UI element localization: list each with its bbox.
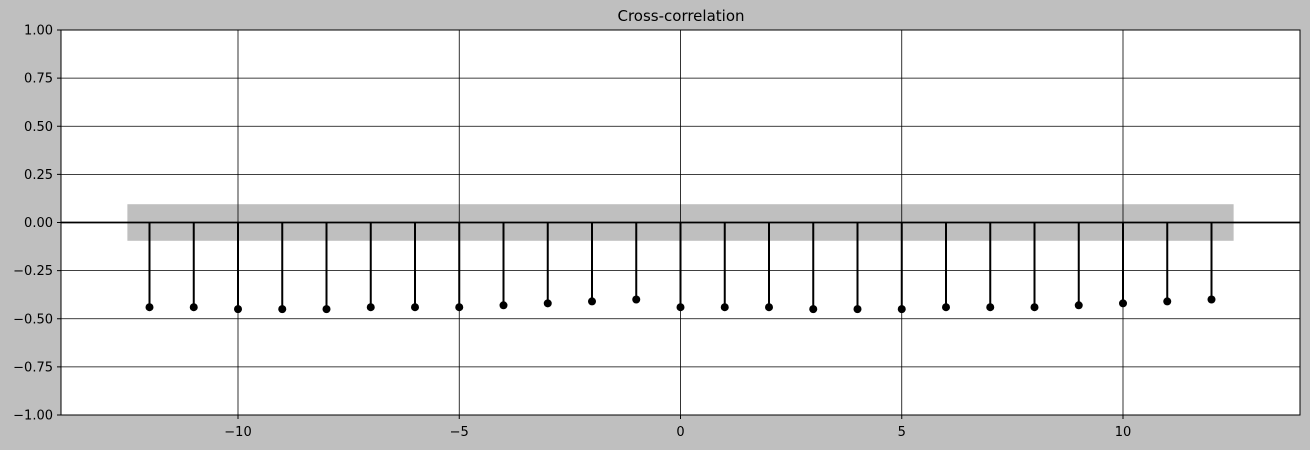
data-point: [809, 305, 818, 314]
data-point: [1163, 297, 1172, 306]
data-point: [986, 303, 995, 312]
x-tick-label: −10: [224, 425, 251, 440]
y-tick-label: 0.00: [24, 216, 53, 231]
y-tick-label: −0.50: [13, 312, 53, 327]
data-point: [189, 303, 198, 312]
data-point: [1119, 299, 1127, 308]
x-axis: −10 −5 0 5 10: [224, 415, 1131, 440]
x-tick-label: 0: [676, 425, 684, 440]
data-point: [543, 299, 552, 308]
data-point: [765, 303, 773, 312]
y-tick-label: 0.50: [24, 120, 53, 135]
data-point: [499, 301, 508, 310]
y-tick-label: 1.00: [24, 24, 53, 39]
data-point: [588, 297, 596, 306]
data-point: [278, 305, 287, 314]
y-tick-label: 0.25: [24, 168, 53, 183]
y-tick-label: −0.25: [13, 264, 53, 279]
data-point: [1207, 295, 1216, 304]
data-point: [1030, 303, 1039, 312]
data-point: [322, 305, 331, 314]
x-tick-label: −5: [450, 425, 469, 440]
x-tick-label: 10: [1115, 425, 1132, 440]
stems-layer: [148, 222, 1213, 310]
y-tick-label: −0.75: [13, 360, 53, 375]
data-point: [145, 303, 154, 312]
data-point: [720, 303, 729, 312]
data-point: [853, 305, 862, 314]
data-point: [897, 305, 906, 314]
x-tick-label: 5: [898, 425, 906, 440]
data-point: [942, 303, 950, 312]
y-axis: 1.00 0.75 0.50 0.25 0.00 −0.25 −0.50 −0.75 −1.00: [13, 24, 61, 424]
plot-area: [60, 29, 1301, 416]
data-point: [234, 305, 242, 314]
y-tick-label: 0.75: [24, 72, 53, 87]
y-tick-label: −1.00: [13, 409, 53, 424]
data-point: [366, 303, 375, 312]
data-point: [455, 303, 464, 312]
markers-layer: [145, 295, 1216, 314]
data-point: [676, 303, 685, 312]
data-point: [411, 303, 419, 312]
data-point: [1074, 301, 1083, 310]
data-point: [632, 295, 641, 304]
chart-title: Cross-correlation: [617, 7, 744, 25]
